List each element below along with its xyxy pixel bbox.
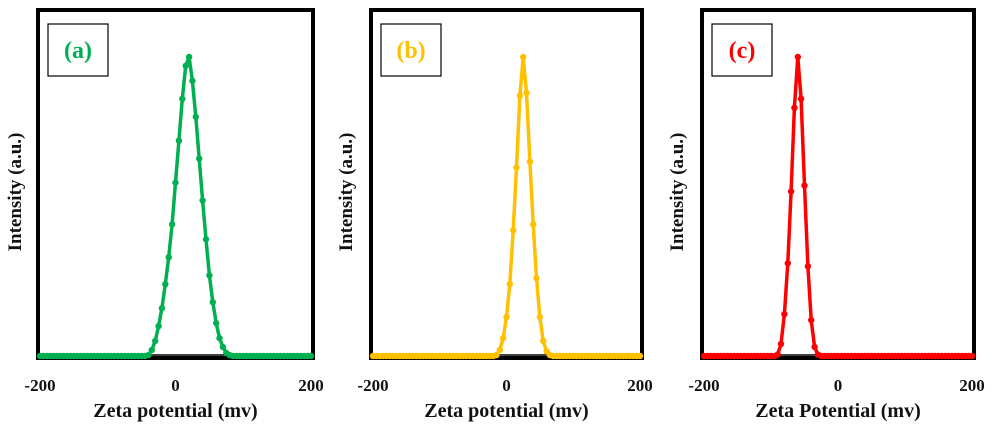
data-point-a <box>185 53 193 61</box>
y-axis-label-b: Intensity (a.u.) <box>336 133 357 252</box>
data-point-c <box>794 53 801 61</box>
data-point-b <box>540 337 547 345</box>
y-axis-label-a: Intensity (a.u.) <box>5 133 26 252</box>
data-point-a <box>152 337 159 345</box>
data-point-c <box>808 316 815 324</box>
data-point-a <box>148 346 155 354</box>
data-point-b <box>523 89 530 97</box>
x-tick-label-c: 0 <box>834 376 843 395</box>
data-point-a <box>172 179 179 186</box>
panel-label-c: (c) <box>729 38 756 64</box>
data-point-a <box>175 137 183 144</box>
panel-label-a: (a) <box>64 38 92 64</box>
data-point-a <box>192 113 199 121</box>
data-point-a <box>196 155 203 162</box>
chart-panel-a: (a) -200 0 200 Zeta potential (mv) Intensity … <box>5 8 324 422</box>
data-point-a <box>213 319 220 327</box>
data-point-b <box>506 281 513 288</box>
data-point-a <box>145 351 152 359</box>
data-point-b <box>496 346 503 354</box>
panel-label-box-b <box>380 23 442 77</box>
data-point-c <box>781 310 788 318</box>
data-point-a <box>165 254 172 261</box>
chart-panel-c: (c) -200 0 200 Zeta Potential (mv) Intensity … <box>667 8 985 422</box>
panel-label-b: (b) <box>396 38 425 64</box>
x-tick-label-a: -200 <box>24 376 55 395</box>
data-point-b <box>510 227 517 234</box>
data-point-b <box>513 164 520 171</box>
data-point-b <box>533 275 540 282</box>
x-tick-label-c: 200 <box>959 376 985 395</box>
data-point-b <box>636 352 644 360</box>
data-point-b <box>493 351 500 359</box>
data-point-c <box>787 188 795 195</box>
data-point-a <box>168 221 176 228</box>
chart-panel-b: (b) -200 0 200 Zeta potential (mv) Intensity … <box>336 8 653 422</box>
data-point-c <box>968 352 976 360</box>
data-point-a <box>216 334 223 342</box>
data-point-c <box>784 260 791 267</box>
data-point-b <box>500 334 507 342</box>
data-point-b <box>503 313 510 321</box>
x-tick-label-b: 0 <box>502 376 511 395</box>
data-point-c <box>774 351 781 358</box>
data-point-c <box>811 343 818 351</box>
data-point-a <box>158 305 166 312</box>
data-point-c <box>801 182 808 189</box>
x-axis-label-b: Zeta potential (mv) <box>424 400 588 422</box>
data-point-a <box>155 322 162 330</box>
data-point-a <box>162 281 169 288</box>
x-tick-label-b: -200 <box>357 376 388 395</box>
x-tick-label-b: 200 <box>627 376 653 395</box>
data-point-b <box>516 92 524 100</box>
data-point-c <box>797 95 805 103</box>
data-point-a <box>199 197 206 204</box>
data-point-a <box>182 62 189 70</box>
data-point-c <box>791 104 798 112</box>
series-line-c <box>704 55 972 358</box>
plot-frame-a <box>36 8 315 360</box>
data-point-a <box>219 343 227 351</box>
data-point-b <box>520 53 527 61</box>
data-point-b <box>536 313 544 321</box>
x-axis-label-a: Zeta potential (mv) <box>93 400 257 422</box>
x-tick-label-a: 200 <box>298 376 324 395</box>
data-point-c <box>777 340 785 348</box>
data-point-a <box>189 77 196 85</box>
y-axis-label-c: Intensity (a.u.) <box>667 133 688 252</box>
data-point-b <box>530 221 537 228</box>
series-line-a <box>40 55 311 358</box>
data-point-c <box>804 263 812 270</box>
data-point-a <box>206 272 213 279</box>
x-tick-label-c: -200 <box>688 376 719 395</box>
x-axis-label-c: Zeta Potential (mv) <box>755 400 921 422</box>
data-point-b <box>526 158 534 165</box>
panel-label-box-a <box>47 23 109 77</box>
panel-label-box-c <box>711 23 773 77</box>
data-point-a <box>209 299 216 306</box>
data-point-a <box>202 236 210 243</box>
data-point-a <box>307 352 315 360</box>
plot-frame-b <box>369 8 644 360</box>
data-point-a <box>179 95 186 103</box>
x-tick-label-a: 0 <box>171 376 180 395</box>
series-line-b <box>373 55 640 358</box>
